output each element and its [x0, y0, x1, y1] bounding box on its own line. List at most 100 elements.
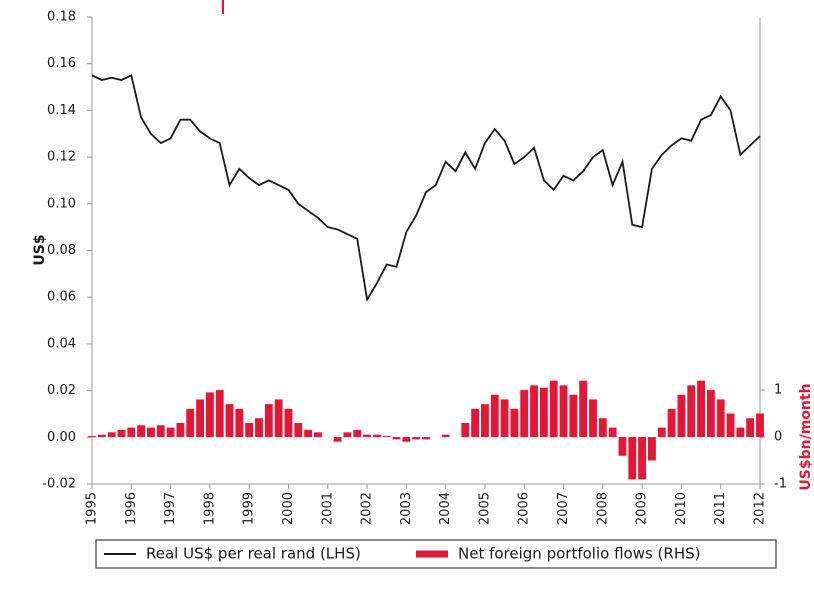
bar — [716, 399, 725, 438]
bar — [255, 418, 263, 438]
x-tick-label: 2002 — [360, 492, 375, 525]
bar — [304, 429, 313, 438]
x-tick-label: 2012 — [753, 492, 768, 525]
x-tick-label: 1995 — [85, 492, 100, 525]
bar — [677, 394, 686, 438]
bar — [726, 413, 735, 438]
bar — [579, 380, 588, 438]
bar — [107, 432, 116, 438]
bar — [697, 380, 705, 438]
legend-box — [95, 539, 777, 569]
y-tick-label: 0.18 — [47, 10, 76, 25]
bar — [520, 390, 529, 438]
bar — [638, 437, 647, 480]
bar — [117, 429, 126, 438]
bar — [618, 437, 627, 456]
bar — [284, 408, 293, 438]
legend-label: Net foreign portfolio flows (RHS) — [458, 545, 700, 563]
bar — [589, 399, 597, 438]
bar — [471, 408, 480, 438]
y2-tick-label: -1 — [774, 477, 787, 492]
bar — [333, 437, 342, 442]
y-tick-label: 0.00 — [47, 430, 76, 445]
bar — [215, 390, 224, 438]
y2-axis-label: US$bn/month — [798, 383, 814, 490]
bar — [343, 432, 352, 438]
bar — [648, 437, 656, 461]
y-axis-label: US$ — [32, 234, 48, 265]
x-tick-label: 2004 — [438, 492, 453, 525]
x-tick-label: 1999 — [242, 492, 257, 525]
bar — [166, 427, 175, 438]
bar — [706, 390, 715, 438]
x-tick-label: 2000 — [281, 492, 296, 525]
bar — [235, 408, 244, 438]
bar — [539, 387, 548, 438]
y-tick-label: 0.08 — [47, 243, 76, 258]
bar — [461, 422, 470, 438]
bar — [628, 437, 637, 480]
bar — [530, 385, 538, 438]
bar — [196, 399, 204, 438]
bar — [559, 385, 568, 438]
bar — [363, 434, 371, 438]
x-tick-label: 1998 — [202, 492, 217, 525]
x-tick-label: 2006 — [517, 492, 532, 525]
x-tick-label: 1997 — [163, 492, 178, 525]
y-tick-label: 0.06 — [47, 290, 76, 305]
x-tick-label: 1996 — [124, 492, 139, 525]
y-tick-label: 0.14 — [47, 103, 76, 118]
bar — [667, 408, 676, 438]
x-tick-label: 2010 — [674, 492, 689, 525]
bar — [245, 422, 254, 438]
bar — [156, 425, 165, 438]
bar — [441, 434, 450, 438]
y-tick-label: 0.16 — [47, 56, 76, 71]
bar — [608, 427, 617, 438]
y-tick-label: 0.04 — [47, 336, 76, 351]
legend-swatch — [416, 550, 448, 558]
bar — [147, 427, 155, 438]
bar — [510, 408, 519, 438]
y-tick-label: 0.02 — [47, 383, 76, 398]
bar — [127, 427, 136, 438]
y2-tick-label: 0 — [774, 430, 782, 445]
title-marker — [222, 0, 224, 14]
x-tick-label: 2003 — [399, 492, 414, 525]
bar — [756, 413, 764, 438]
bar — [490, 394, 499, 438]
bar — [736, 427, 745, 438]
x-tick-label: 2007 — [556, 492, 571, 525]
bar — [569, 394, 578, 438]
bar — [687, 385, 696, 438]
bar — [422, 437, 430, 440]
y2-tick-label: 1 — [774, 383, 782, 398]
x-tick-label: 2001 — [320, 492, 335, 525]
x-tick-label: 2009 — [635, 492, 650, 525]
bar — [481, 404, 489, 438]
x-tick-label: 2008 — [595, 492, 610, 525]
bar — [353, 429, 362, 438]
bar — [294, 422, 303, 438]
bar — [549, 380, 558, 438]
bar — [392, 437, 401, 440]
bar — [205, 392, 214, 438]
bar — [264, 404, 273, 438]
bar — [225, 404, 234, 438]
y-tick-label: 0.12 — [47, 150, 76, 165]
bar — [137, 425, 146, 438]
bar — [746, 418, 755, 438]
bar — [314, 432, 322, 438]
y-tick-label: 0.10 — [47, 196, 76, 211]
legend-label: Real US$ per real rand (LHS) — [146, 545, 361, 563]
line — [91, 74, 761, 303]
bar — [274, 399, 283, 438]
bar — [402, 437, 411, 442]
y-tick-label: -0.02 — [42, 477, 76, 492]
x-tick-label: 2005 — [477, 492, 492, 525]
bar — [657, 427, 666, 438]
bar — [382, 436, 391, 438]
bar — [97, 434, 106, 438]
